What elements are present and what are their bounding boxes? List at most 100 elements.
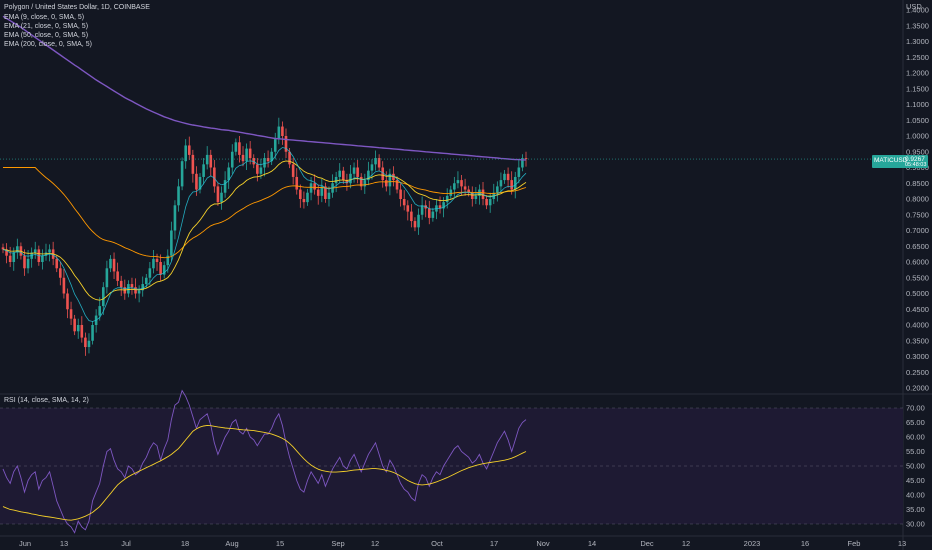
candle-body [359, 176, 363, 187]
candle-body [470, 192, 474, 199]
candle-body [144, 277, 148, 285]
candle-body [130, 284, 134, 288]
candle-body [8, 255, 12, 262]
candle-body [320, 186, 324, 196]
price-tick-label: 1.0500 [906, 116, 929, 125]
candle-body [170, 230, 173, 256]
candle-body [195, 173, 198, 190]
candle-body [12, 252, 16, 262]
candle-body [417, 214, 420, 228]
candle-body [291, 164, 295, 177]
candle-body [105, 268, 109, 288]
price-badge-countdown: 05:48:03 [905, 162, 927, 168]
candle-body [5, 249, 8, 256]
candle-body [141, 284, 145, 291]
candle-body [352, 167, 356, 174]
ema21-legend: EMA (21, close, 0, SMA, 5) [4, 23, 89, 30]
price-tick-label: 1.1000 [906, 100, 929, 109]
candle-body [324, 186, 327, 199]
candle-body [474, 195, 478, 199]
candle-body [284, 136, 288, 152]
candle-body [213, 167, 216, 187]
price-tick-label: 0.6500 [906, 242, 929, 251]
rsi-tick-label: 40.00 [906, 491, 925, 500]
candle-body [374, 158, 377, 165]
candle-body [16, 246, 19, 253]
candle-body [453, 183, 456, 190]
candle-body [238, 142, 241, 155]
candle-body [173, 205, 177, 231]
rsi-line [2, 389, 527, 534]
price-tick-label: 1.4000 [906, 6, 929, 15]
candle-body [363, 180, 367, 187]
candle-body [395, 180, 399, 190]
price-tick-label: 0.8500 [906, 179, 929, 188]
price-tick-label: 1.2500 [906, 53, 929, 62]
candle-body [313, 183, 316, 190]
rsi-tick-label: 65.00 [906, 418, 925, 427]
price-tick-label: 0.4000 [906, 321, 929, 330]
time-tick-label: 13 [898, 539, 906, 548]
candle-body [76, 325, 80, 332]
candle-body [137, 290, 141, 294]
candle-body [112, 258, 116, 272]
price-tick-label: 1.1500 [906, 84, 929, 93]
candle-body [413, 221, 417, 228]
rsi-tick-label: 60.00 [906, 433, 925, 442]
candle-body [442, 202, 445, 209]
candle-body [23, 255, 26, 269]
candle-body [431, 211, 435, 218]
candle-body [148, 268, 152, 278]
candle-body [256, 164, 259, 174]
candle-body [463, 186, 467, 190]
candle-body [424, 205, 427, 209]
candle-body [62, 277, 66, 294]
price-tick-label: 0.8000 [906, 195, 929, 204]
rsi-tick-label: 55.00 [906, 447, 925, 456]
candle-body [66, 293, 69, 310]
price-badge-value: 0.9267 [905, 156, 925, 163]
time-tick-label: 12 [371, 539, 379, 548]
candle-body [134, 287, 137, 294]
candle-body [84, 337, 87, 348]
candle-body [288, 151, 291, 165]
candle-body [73, 318, 76, 332]
time-tick-label: 2023 [744, 539, 761, 548]
candle-body [402, 199, 406, 206]
candle-body [116, 271, 119, 281]
candle-body [127, 284, 130, 294]
candle-body [227, 167, 230, 181]
candle-body [155, 258, 159, 262]
candle-body [55, 258, 59, 269]
candle-body [488, 199, 492, 206]
candle-body [119, 280, 123, 288]
price-badge-symbol: MATICUSD [874, 157, 908, 164]
price-tick-label: 0.4500 [906, 305, 929, 314]
candle-body [420, 205, 424, 215]
price-tick-label: 0.3500 [906, 336, 929, 345]
candles [1, 117, 528, 356]
price-tick-label: 0.7500 [906, 210, 929, 219]
candle-body [202, 164, 205, 177]
candle-body [159, 262, 162, 275]
candle-body [349, 173, 352, 184]
candle-body [177, 186, 180, 206]
candle-body [245, 148, 248, 162]
ema9-line [2, 147, 527, 322]
candle-body [316, 189, 320, 196]
candle-body [184, 145, 187, 162]
candle-body [384, 180, 388, 187]
candle-body [87, 340, 91, 348]
time-tick-label: Sep [331, 539, 344, 548]
candle-body [338, 170, 342, 177]
rsi-ma-line [2, 424, 527, 521]
candle-body [460, 180, 463, 187]
candle-body [152, 258, 155, 269]
price-axis-currency: USD [906, 2, 922, 11]
candle-body [524, 158, 528, 160]
candle-body [449, 189, 453, 196]
candle-body [499, 180, 503, 187]
candle-body [377, 158, 381, 168]
time-tick-label: 12 [682, 539, 690, 548]
